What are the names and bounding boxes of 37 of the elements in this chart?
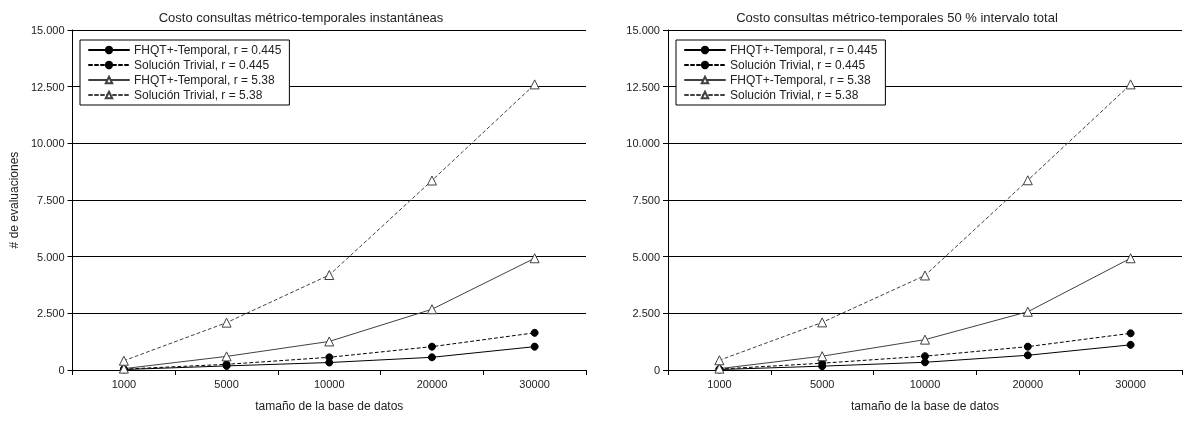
x-tick-label: 1000 xyxy=(707,377,732,390)
x-axis-title: tamaño de la base de datos xyxy=(850,399,1000,413)
x-axis-title: tamaño de la base de datos xyxy=(255,399,404,413)
x-tick-label: 10000 xyxy=(313,377,345,390)
y-tick-label: 0 xyxy=(653,364,660,376)
y-tick-label: 7.500 xyxy=(632,194,660,206)
x-tick-label: 30000 xyxy=(1115,377,1146,390)
y-tick-label: 12.500 xyxy=(30,80,65,93)
y-tick-label: 10.000 xyxy=(626,137,660,150)
y-tick-label: 7.500 xyxy=(37,194,65,206)
x-tick-label: 20000 xyxy=(416,377,448,390)
legend-label: FHQT+-Temporal, r = 5.38 xyxy=(134,73,276,87)
x-tick-label: 1000 xyxy=(111,377,137,390)
chart-title: Costo consultas métrico-temporales 50 % intervalo total xyxy=(736,10,1058,25)
y-tick-label: 0 xyxy=(58,364,65,376)
x-tick-label: 5000 xyxy=(809,377,835,390)
legend-label: Solución Trivial, r = 0.445 xyxy=(134,58,270,72)
x-tick-label: 30000 xyxy=(519,377,550,390)
y-tick-label: 2.500 xyxy=(632,307,660,320)
y-tick-label: 15.000 xyxy=(626,24,660,36)
x-tick-label: 5000 xyxy=(214,377,239,390)
legend-label: Solución Trivial, r = 0.445 xyxy=(730,58,866,72)
x-tick-label: 20000 xyxy=(1012,377,1044,390)
legend-label: FHQT+-Temporal, r = 0.445 xyxy=(134,43,282,57)
legend-label: FHQT+-Temporal, r = 0.445 xyxy=(730,43,878,57)
y-tick-label: 5.000 xyxy=(632,250,660,263)
y-axis-title: # de evaluaciones xyxy=(7,151,21,249)
y-tick-label: 15.000 xyxy=(30,24,65,36)
y-tick-label: 5.000 xyxy=(37,250,65,263)
chart-title: Costo consultas métrico-temporales instantáneas xyxy=(158,10,444,25)
legend-label: Solución Trivial, r = 5.38 xyxy=(134,88,263,102)
y-tick-label: 12.500 xyxy=(626,80,660,93)
x-tick-label: 10000 xyxy=(909,377,941,390)
legend-label: Solución Trivial, r = 5.38 xyxy=(730,88,859,102)
y-tick-label: 10.000 xyxy=(30,137,65,150)
y-tick-label: 2.500 xyxy=(37,307,65,320)
legend-label: FHQT+-Temporal, r = 5.38 xyxy=(730,73,872,87)
